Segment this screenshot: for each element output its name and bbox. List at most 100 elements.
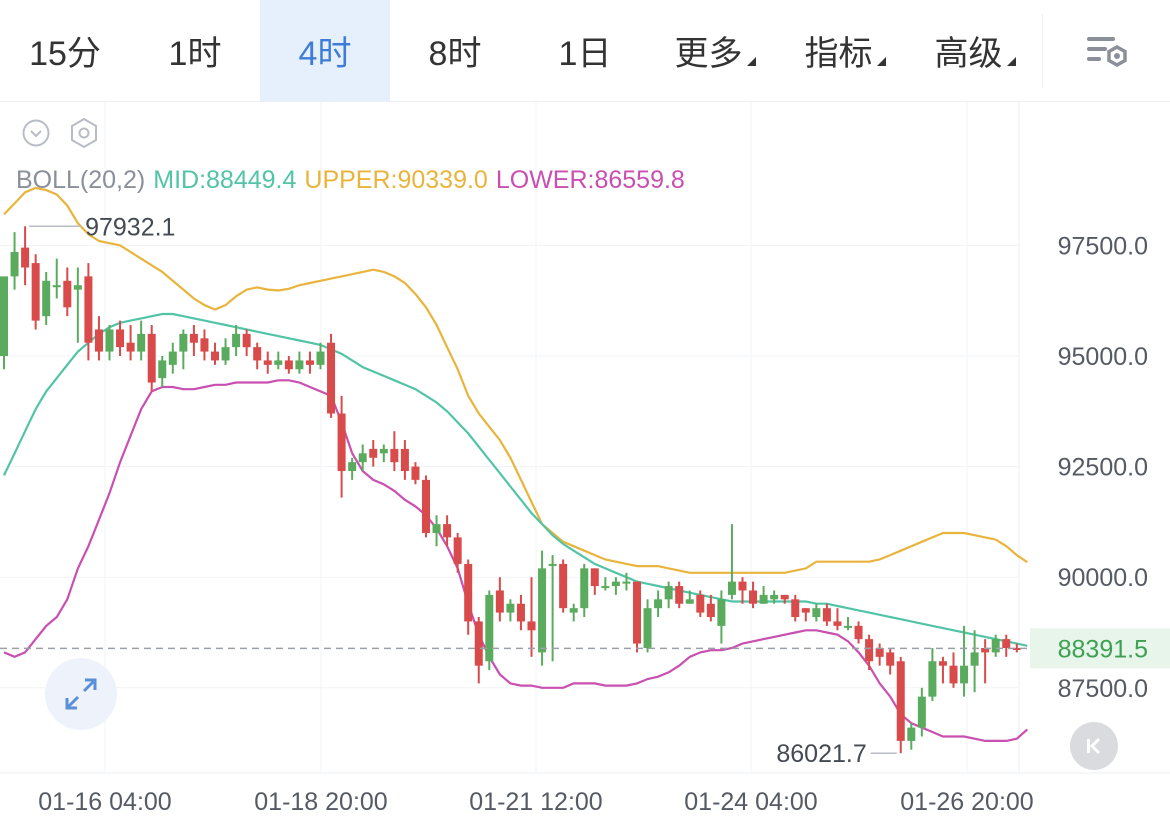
candle-body (485, 594, 494, 662)
candle-body (633, 581, 641, 644)
tab-interval-7[interactable]: 高级 (910, 0, 1040, 101)
candle-body (727, 581, 736, 595)
chevron-down-circle-icon (22, 119, 50, 147)
candle-body (1012, 647, 1021, 650)
candle-body (738, 581, 747, 591)
candle-body (580, 568, 589, 609)
candle-body (168, 351, 177, 365)
candle-body (31, 263, 40, 321)
candle-body (780, 594, 789, 600)
tab-label: 1时 (168, 35, 222, 73)
candle-body (506, 603, 515, 613)
boll-name: BOLL(20,2) (16, 166, 146, 194)
candle-body (865, 639, 874, 662)
tab-interval-5[interactable]: 更多 (650, 0, 780, 101)
y-tick-label: 90000.0 (1058, 564, 1148, 592)
candle-body (822, 608, 831, 622)
candle-body (643, 608, 652, 648)
candle-body (801, 608, 810, 613)
candle-body (559, 563, 568, 609)
candle-body (833, 621, 842, 626)
candlestick-chart[interactable]: 97500.0 95000.0 92500.0 90000.0 87500.0 01-16… (0, 102, 1170, 821)
candle-body (116, 329, 125, 348)
interval-toolbar: 15分 1时 4时 8时 1日 更多 指标 高级 (0, 0, 1170, 102)
candle-body (137, 333, 146, 352)
dropdown-triangle-icon (1006, 57, 1016, 66)
dropdown-triangle-icon (876, 57, 886, 66)
candle-body (211, 351, 219, 361)
expand-arrows-icon (65, 678, 97, 710)
candle-body (854, 625, 863, 640)
candle-body (717, 599, 726, 626)
candle-body (274, 360, 283, 365)
x-tick-label: 01-24 04:00 (684, 788, 817, 816)
candle-body (337, 413, 346, 472)
candle-body (73, 285, 82, 290)
expand-chart-button[interactable] (45, 658, 117, 730)
tab-interval-1[interactable]: 1时 (130, 0, 260, 101)
candle-body (52, 285, 61, 288)
candle-body (348, 462, 357, 472)
candle-body (158, 360, 167, 379)
candle-body (759, 594, 768, 604)
candle-body (42, 280, 51, 317)
candle-body (147, 333, 156, 383)
candle-body (960, 665, 969, 684)
candle-body (622, 581, 631, 584)
candle-body (464, 563, 473, 622)
candle-body (527, 621, 536, 631)
chart-settings-button[interactable] (1042, 14, 1170, 88)
candle-body (664, 586, 673, 600)
tab-interval-0[interactable]: 15分 (0, 0, 130, 101)
candle-body (295, 360, 304, 370)
candle-body (569, 608, 578, 613)
candle-body (495, 590, 504, 613)
candle-body (21, 247, 30, 268)
candle-body (917, 696, 926, 728)
candle-body (105, 329, 114, 352)
candle-body (1002, 639, 1011, 648)
tab-interval-4[interactable]: 1日 (520, 0, 650, 101)
candle-body (0, 276, 8, 356)
boll-mid: MID:88449.4 (153, 166, 297, 194)
candle-body (812, 608, 821, 618)
candle-body (126, 342, 135, 352)
boll-mid-line (3, 312, 1028, 647)
tab-interval-6[interactable]: 指标 (780, 0, 910, 101)
candle-body (358, 453, 367, 463)
candle-body (189, 333, 198, 343)
chart-settings-icon (1087, 37, 1127, 68)
candle-body (685, 599, 694, 604)
y-tick-label: 92500.0 (1058, 454, 1148, 482)
candle-body (548, 563, 557, 566)
x-tick-label: 01-26 20:00 (900, 788, 1033, 816)
candle-body (875, 647, 884, 657)
boll-upper-line (3, 186, 1028, 574)
candle-body (10, 252, 19, 277)
candle-body (675, 586, 684, 604)
scroll-to-latest-button[interactable] (1070, 722, 1118, 770)
candle-body (316, 351, 325, 365)
candle-body (242, 333, 251, 348)
collapse-indicator-button[interactable] (22, 119, 50, 152)
candle-body (200, 338, 209, 352)
candle-body (590, 568, 599, 587)
tab-label: 高级 (934, 35, 1003, 73)
tab-interval-3[interactable]: 8时 (390, 0, 520, 101)
tab-label: 更多 (674, 35, 743, 73)
candle-body (706, 603, 715, 618)
candle-body (284, 360, 293, 370)
tab-label: 指标 (804, 35, 873, 73)
indicator-settings-button[interactable] (68, 117, 100, 154)
x-tick-label: 01-18 20:00 (254, 788, 387, 816)
y-tick-label: 95000.0 (1058, 343, 1148, 371)
boll-legend: BOLL(20,2) MID:88449.4 UPPER:90339.0 LOWER:… (16, 166, 693, 195)
candle-body (84, 276, 93, 343)
candle-body (232, 333, 241, 348)
candle-body (253, 347, 262, 361)
candle-body (369, 448, 378, 458)
tab-interval-2[interactable]: 4时 (260, 0, 390, 101)
candle-body (263, 360, 272, 365)
candle-body (327, 342, 336, 414)
candle-body (63, 280, 72, 308)
